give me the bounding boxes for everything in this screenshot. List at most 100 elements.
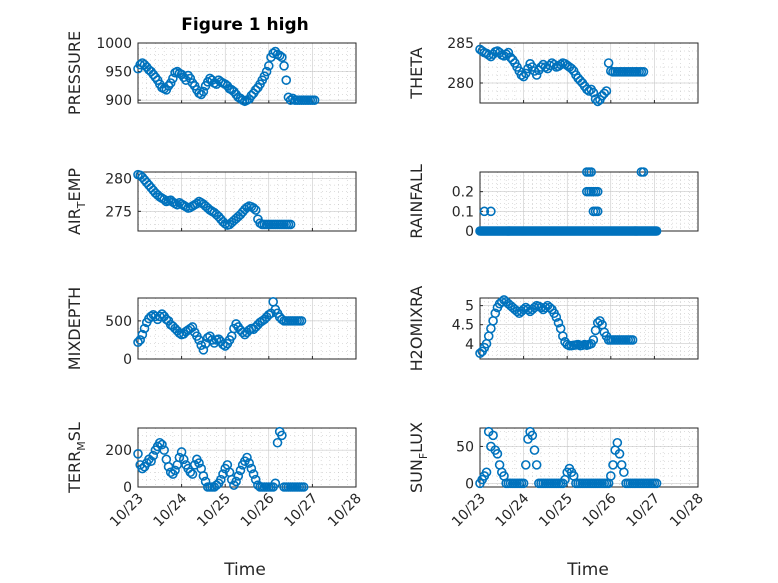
y-axis-label: AIRTEMP — [65, 168, 88, 235]
data-point — [170, 465, 180, 476]
data-point — [172, 199, 183, 210]
data-point — [298, 482, 309, 492]
subplot-rainfall: 0 0.1 0.2 RAINFALL — [407, 164, 699, 240]
data-point — [244, 458, 254, 468]
data-point — [277, 52, 287, 63]
data-point — [133, 449, 143, 459]
x-tick-label: 10/23 — [107, 491, 147, 531]
y-axis-label: SUNFLUX — [407, 422, 430, 493]
data-series — [133, 297, 307, 355]
data-point — [261, 66, 272, 77]
data-point — [520, 68, 531, 79]
data-point — [187, 322, 198, 332]
data-point — [174, 328, 185, 338]
data-point — [531, 460, 542, 470]
data-point — [612, 437, 623, 448]
data-point — [518, 478, 529, 489]
y-axis-label: PRESSURE — [65, 31, 84, 115]
x-tick-label: 10/25 — [536, 491, 576, 531]
data-point — [253, 480, 263, 490]
data-point — [178, 454, 189, 465]
y-tick-label: 1000 — [96, 36, 132, 52]
data-point — [586, 167, 596, 177]
data-point — [638, 167, 649, 177]
data-point — [584, 86, 594, 96]
data-point — [139, 323, 150, 334]
data-point — [555, 59, 566, 70]
data-point — [248, 469, 259, 479]
data-series — [475, 295, 638, 359]
subplot-terr-msl: 0 200 TERRMSL 10/23 10/24 10/25 10/26 10/27 10/2… — [65, 422, 365, 530]
data-point — [277, 430, 287, 441]
data-point — [194, 458, 204, 468]
subplot-grid: 900 950 1000 PRESSURE 280 285 THETA 275 280 AIRTE… — [65, 31, 707, 530]
data-point — [185, 73, 196, 84]
y-axis-label: THETA — [407, 47, 426, 99]
y-tick-label: 0.1 — [452, 204, 474, 220]
data-point — [281, 75, 292, 85]
axes-frame — [479, 297, 699, 360]
data-point — [165, 78, 176, 88]
figure-title: Figure 1 high — [181, 15, 309, 35]
subplot-h2omixra: 4 4.5 5 H2OMIXRA — [407, 286, 699, 371]
data-point — [592, 186, 603, 197]
data-point — [187, 469, 198, 479]
y-tick-label: 280 — [105, 172, 132, 188]
data-point — [520, 460, 531, 470]
y-axis-label: RAINFALL — [407, 164, 426, 239]
y-tick-label: 200 — [105, 443, 132, 459]
data-point — [198, 471, 209, 481]
data-point — [198, 86, 209, 97]
data-point — [529, 302, 540, 313]
x-tick-label: 10/28 — [325, 491, 365, 531]
data-point — [146, 456, 156, 466]
data-point — [272, 437, 283, 448]
plot-area — [479, 427, 699, 488]
data-point — [192, 198, 202, 209]
y-tick-label: 5 — [465, 299, 474, 315]
y-tick-label: 0.2 — [452, 185, 474, 201]
axes-frame — [479, 42, 699, 104]
data-series — [133, 169, 296, 230]
data-point — [651, 226, 662, 236]
y-tick-label: 4 — [465, 337, 474, 353]
data-point — [592, 317, 603, 328]
data-point — [159, 194, 169, 205]
data-point — [638, 67, 649, 77]
data-point — [479, 206, 490, 217]
y-tick-label: 285 — [447, 36, 474, 52]
axes-frame — [137, 171, 357, 232]
data-point — [549, 59, 559, 70]
data-series — [475, 426, 662, 489]
data-point — [551, 312, 562, 322]
data-point — [235, 465, 246, 476]
subplot-air-temp: 275 280 AIRTEMP — [65, 168, 357, 235]
data-point — [588, 87, 599, 98]
x-axis-label-left: Time — [223, 560, 266, 580]
data-point — [233, 471, 244, 481]
data-point — [168, 73, 178, 84]
data-point — [527, 430, 538, 441]
data-point — [155, 437, 165, 448]
plot-area — [137, 42, 357, 104]
data-point — [277, 314, 287, 325]
data-point — [516, 70, 527, 80]
data-point — [165, 467, 176, 478]
data-point — [259, 71, 270, 81]
data-point — [588, 335, 599, 345]
data-point — [157, 439, 167, 450]
data-point — [133, 337, 143, 348]
data-point — [553, 317, 564, 328]
data-point — [196, 340, 207, 351]
x-tick-label: 10/28 — [667, 491, 707, 531]
data-point — [231, 476, 241, 487]
subplot-pressure: 900 950 1000 PRESSURE — [65, 31, 357, 115]
y-axis-label: TERRMSL — [65, 422, 88, 494]
data-point — [287, 93, 298, 104]
data-point — [601, 86, 612, 96]
plot-area — [479, 171, 699, 232]
data-series — [475, 44, 649, 107]
data-point — [540, 302, 551, 313]
data-point — [296, 316, 307, 326]
data-point — [198, 345, 209, 355]
